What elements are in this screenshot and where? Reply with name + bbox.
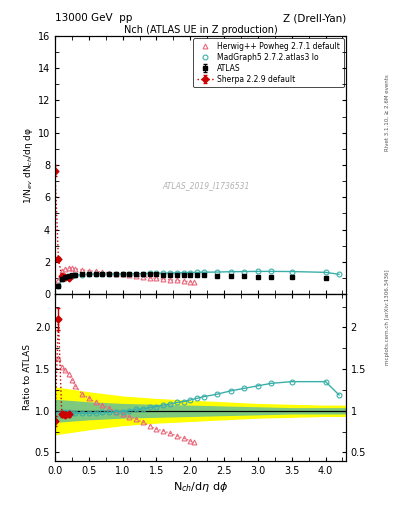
MadGraph5 2.7.2.atlas3 lo bbox=[195, 269, 199, 275]
Herwig++ Powheg 2.7.1 default bbox=[107, 270, 112, 276]
Herwig++ Powheg 2.7.1 default bbox=[73, 266, 78, 272]
X-axis label: N$_{ch}$/d$\eta$ d$\phi$: N$_{ch}$/d$\eta$ d$\phi$ bbox=[173, 480, 228, 494]
MadGraph5 2.7.2.atlas3 lo bbox=[70, 273, 74, 279]
Text: ATLAS_2019_I1736531: ATLAS_2019_I1736531 bbox=[163, 181, 250, 190]
MadGraph5 2.7.2.atlas3 lo bbox=[93, 271, 98, 277]
MadGraph5 2.7.2.atlas3 lo bbox=[289, 268, 294, 274]
MadGraph5 2.7.2.atlas3 lo bbox=[107, 271, 112, 277]
MadGraph5 2.7.2.atlas3 lo bbox=[181, 270, 186, 276]
MadGraph5 2.7.2.atlas3 lo bbox=[161, 270, 165, 276]
MadGraph5 2.7.2.atlas3 lo bbox=[100, 271, 105, 277]
Line: MadGraph5 2.7.2.atlas3 lo: MadGraph5 2.7.2.atlas3 lo bbox=[56, 269, 342, 288]
MadGraph5 2.7.2.atlas3 lo bbox=[215, 269, 220, 275]
Herwig++ Powheg 2.7.1 default bbox=[100, 269, 105, 275]
Text: 13000 GeV  pp: 13000 GeV pp bbox=[55, 13, 132, 23]
MadGraph5 2.7.2.atlas3 lo bbox=[154, 270, 159, 276]
Y-axis label: 1/N$_{ev}$ dN$_{ch}$/dη dφ: 1/N$_{ev}$ dN$_{ch}$/dη dφ bbox=[22, 126, 35, 203]
MadGraph5 2.7.2.atlas3 lo bbox=[202, 269, 206, 275]
Herwig++ Powheg 2.7.1 default bbox=[63, 266, 68, 272]
MadGraph5 2.7.2.atlas3 lo bbox=[120, 271, 125, 277]
MadGraph5 2.7.2.atlas3 lo bbox=[323, 269, 328, 275]
MadGraph5 2.7.2.atlas3 lo bbox=[228, 269, 233, 275]
Title: Nch (ATLAS UE in Z production): Nch (ATLAS UE in Z production) bbox=[123, 25, 277, 35]
Herwig++ Powheg 2.7.1 default bbox=[154, 275, 159, 282]
Herwig++ Powheg 2.7.1 default bbox=[120, 271, 125, 278]
MadGraph5 2.7.2.atlas3 lo bbox=[255, 268, 260, 274]
MadGraph5 2.7.2.atlas3 lo bbox=[114, 271, 118, 277]
Text: mcplots.cern.ch [arXiv:1306.3436]: mcplots.cern.ch [arXiv:1306.3436] bbox=[385, 270, 390, 365]
MadGraph5 2.7.2.atlas3 lo bbox=[59, 276, 64, 282]
Text: Rivet 3.1.10, ≥ 2.6M events: Rivet 3.1.10, ≥ 2.6M events bbox=[385, 74, 390, 151]
MadGraph5 2.7.2.atlas3 lo bbox=[337, 271, 342, 278]
Herwig++ Powheg 2.7.1 default bbox=[188, 279, 193, 285]
Herwig++ Powheg 2.7.1 default bbox=[191, 279, 196, 285]
Herwig++ Powheg 2.7.1 default bbox=[56, 278, 61, 284]
Herwig++ Powheg 2.7.1 default bbox=[127, 272, 132, 279]
Herwig++ Powheg 2.7.1 default bbox=[141, 274, 145, 280]
Herwig++ Powheg 2.7.1 default bbox=[66, 265, 71, 271]
Herwig++ Powheg 2.7.1 default bbox=[168, 276, 173, 283]
Herwig++ Powheg 2.7.1 default bbox=[59, 268, 64, 274]
MadGraph5 2.7.2.atlas3 lo bbox=[73, 272, 78, 279]
Herwig++ Powheg 2.7.1 default bbox=[161, 276, 165, 282]
MadGraph5 2.7.2.atlas3 lo bbox=[56, 283, 61, 289]
MadGraph5 2.7.2.atlas3 lo bbox=[127, 271, 132, 277]
Herwig++ Powheg 2.7.1 default bbox=[93, 268, 98, 274]
Herwig++ Powheg 2.7.1 default bbox=[174, 278, 179, 284]
MadGraph5 2.7.2.atlas3 lo bbox=[242, 268, 247, 274]
MadGraph5 2.7.2.atlas3 lo bbox=[269, 268, 274, 274]
Herwig++ Powheg 2.7.1 default bbox=[114, 270, 118, 276]
Y-axis label: Ratio to ATLAS: Ratio to ATLAS bbox=[23, 345, 32, 411]
Herwig++ Powheg 2.7.1 default bbox=[134, 273, 139, 279]
Text: Z (Drell-Yan): Z (Drell-Yan) bbox=[283, 13, 346, 23]
MadGraph5 2.7.2.atlas3 lo bbox=[66, 273, 71, 280]
MadGraph5 2.7.2.atlas3 lo bbox=[80, 271, 84, 278]
Legend: Herwig++ Powheg 2.7.1 default, MadGraph5 2.7.2.atlas3 lo, ATLAS, Sherpa 2.2.9 de: Herwig++ Powheg 2.7.1 default, MadGraph5… bbox=[193, 38, 343, 88]
MadGraph5 2.7.2.atlas3 lo bbox=[134, 270, 139, 276]
MadGraph5 2.7.2.atlas3 lo bbox=[168, 270, 173, 276]
Herwig++ Powheg 2.7.1 default bbox=[181, 278, 186, 284]
Herwig++ Powheg 2.7.1 default bbox=[86, 268, 91, 274]
MadGraph5 2.7.2.atlas3 lo bbox=[147, 270, 152, 276]
MadGraph5 2.7.2.atlas3 lo bbox=[86, 271, 91, 278]
Herwig++ Powheg 2.7.1 default bbox=[70, 265, 74, 271]
Herwig++ Powheg 2.7.1 default bbox=[147, 274, 152, 281]
Line: Herwig++ Powheg 2.7.1 default: Herwig++ Powheg 2.7.1 default bbox=[56, 266, 196, 285]
MadGraph5 2.7.2.atlas3 lo bbox=[63, 274, 68, 281]
MadGraph5 2.7.2.atlas3 lo bbox=[141, 270, 145, 276]
Herwig++ Powheg 2.7.1 default bbox=[80, 267, 84, 273]
MadGraph5 2.7.2.atlas3 lo bbox=[188, 269, 193, 275]
MadGraph5 2.7.2.atlas3 lo bbox=[174, 270, 179, 276]
